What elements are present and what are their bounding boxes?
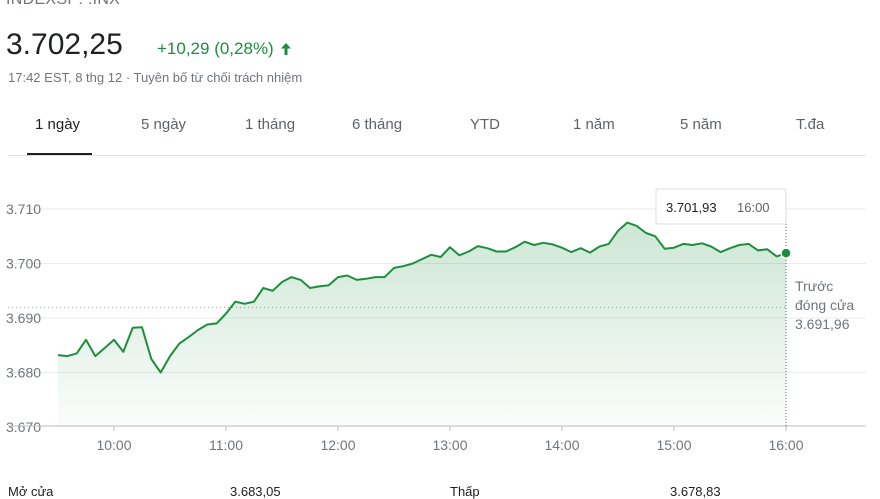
x-tick-label: 15:00 — [656, 437, 691, 453]
tooltip-time: 16:00 — [737, 200, 770, 215]
prev-close-value: 3.691,96 — [795, 316, 850, 332]
x-tick-label: 11:00 — [209, 437, 243, 453]
last-price-dot — [780, 247, 792, 259]
ticker-symbol: INDEXSP: .INX — [6, 0, 120, 9]
x-tick-label: 12:00 — [320, 437, 355, 453]
price-area-fill — [58, 222, 786, 426]
tab-ytd[interactable]: YTD — [470, 116, 500, 133]
stat-open-label: Mở cửa — [8, 484, 54, 499]
x-tick-label: 13:00 — [432, 437, 467, 453]
tooltip-box — [655, 188, 787, 225]
tab-5-days[interactable]: 5 ngày — [141, 116, 187, 133]
tab-5-years[interactable]: 5 năm — [680, 116, 722, 133]
tab-max[interactable]: T.đa — [796, 116, 825, 133]
stat-low-label: Thấp — [450, 484, 480, 499]
prev-close-label-line1: Trước — [795, 278, 833, 294]
y-tick-label: 3.680 — [6, 365, 41, 381]
tab-1-month[interactable]: 1 tháng — [245, 116, 296, 133]
stat-open-value: 3.683,05 — [230, 484, 281, 499]
quote-meta: 17:42 EST, 8 thg 12 · Tuyên bố từ chối t… — [8, 70, 302, 85]
y-tick-label: 3.710 — [6, 201, 41, 217]
disclaimer-link[interactable]: Tuyên bố từ chối trách nhiệm — [133, 70, 303, 85]
range-tabs: 1 ngày 5 ngày 1 tháng 6 tháng YTD 1 năm … — [0, 104, 880, 156]
tabs-divider — [8, 155, 866, 156]
y-tick-label: 3.670 — [6, 419, 41, 435]
price-line — [57, 221, 787, 374]
tab-6-months[interactable]: 6 tháng — [352, 116, 403, 133]
arrow-up-icon — [280, 43, 291, 55]
tooltip-value: 3.701,93 — [666, 200, 717, 215]
x-tick-label: 10:00 — [96, 437, 131, 453]
meta-separator: · — [122, 70, 134, 85]
x-tick-label: 14:00 — [544, 437, 579, 453]
active-tab-indicator — [27, 153, 92, 156]
tab-1-day[interactable]: 1 ngày — [35, 116, 81, 133]
prev-close-label-line2: đóng cửa — [795, 297, 854, 313]
x-tick-label: 16:00 — [768, 437, 803, 453]
price-change-value: +10,29 (0,28%) — [157, 39, 274, 58]
stat-low-value: 3.678,83 — [670, 484, 721, 499]
y-tick-label: 3.690 — [6, 310, 41, 326]
y-tick-label: 3.700 — [6, 256, 41, 272]
price-change: +10,29 (0,28%) — [157, 39, 292, 59]
current-price: 3.702,25 — [6, 28, 123, 61]
timestamp: 17:42 EST, 8 thg 12 — [8, 70, 123, 85]
tab-1-year[interactable]: 1 năm — [573, 116, 615, 133]
